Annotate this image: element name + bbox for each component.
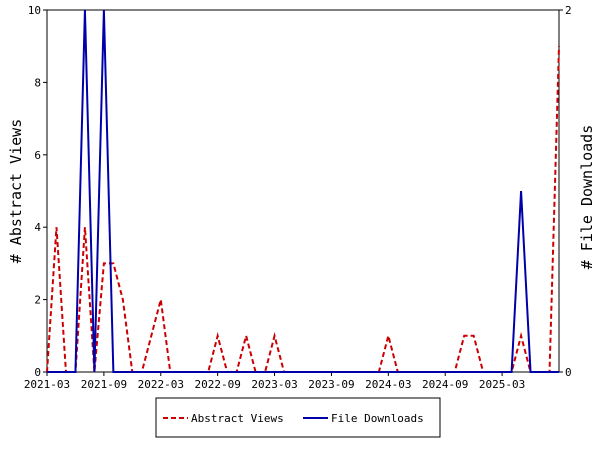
y2-axis-title: # File Downloads [578,125,596,270]
series-line-abstract-views [46,46,560,373]
plot-area-border [46,9,560,373]
legend-label-abstract-views: Abstract Views [191,412,284,425]
y-tick-label: 2 [34,294,41,307]
y-axis-title: # Abstract Views [7,119,25,264]
x-axis-ticks: 2021-03 2021-09 2022-03 2022-09 2023-03 2023-… [24,372,525,391]
y-tick-label: 8 [34,76,41,89]
y-axis-ticks: 0 2 4 6 8 10 [28,4,47,379]
x-tick-label: 2022-09 [194,378,240,391]
y-tick-label: 4 [34,221,41,234]
legend-box [155,397,441,438]
y-tick-label: 10 [28,4,41,17]
legend: Abstract Views File Downloads [155,397,441,438]
y2-tick-label: 0 [565,366,572,379]
x-tick-label: 2025-03 [479,378,525,391]
y-tick-label: 0 [34,366,41,379]
legend-label-file-downloads: File Downloads [331,412,424,425]
series-line-file-downloads [47,9,559,373]
x-tick-label: 2024-09 [422,378,468,391]
y2-axis-ticks: 02 [559,4,572,379]
x-tick-label: 2022-03 [138,378,184,391]
series-layer [46,9,560,373]
x-tick-label: 2021-03 [24,378,70,391]
x-tick-label: 2023-09 [308,378,354,391]
y-tick-label: 6 [34,149,41,162]
x-tick-label: 2023-03 [251,378,297,391]
x-tick-label: 2024-03 [365,378,411,391]
x-tick-label: 2021-09 [81,378,127,391]
y2-tick-label: 2 [565,4,572,17]
